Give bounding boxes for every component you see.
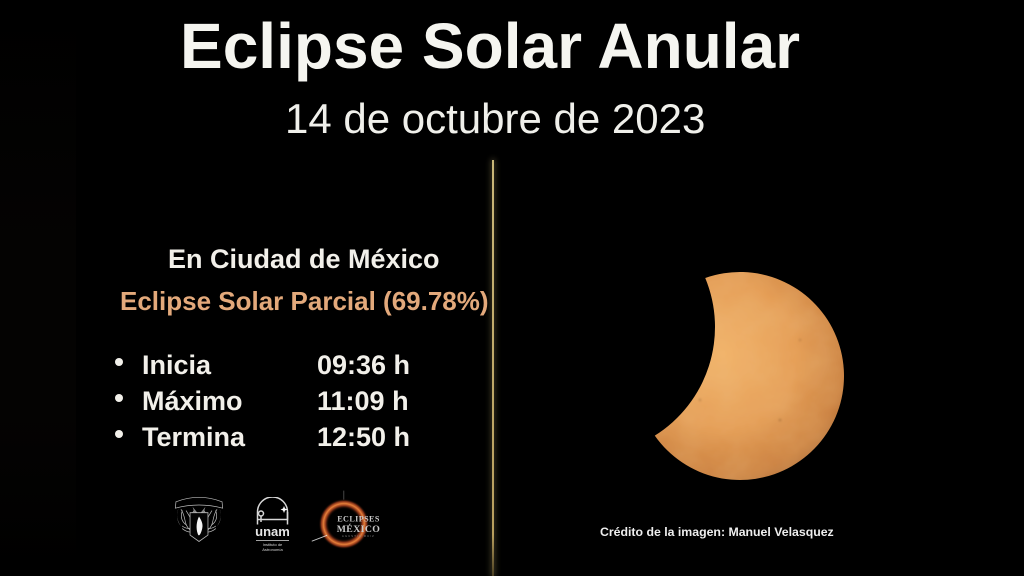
svg-text:ECLIPSES: ECLIPSES: [337, 515, 380, 524]
svg-text:AGUSTIN RUIZ: AGUSTIN RUIZ: [342, 534, 375, 538]
svg-text:MÉXICO: MÉXICO: [337, 523, 381, 535]
